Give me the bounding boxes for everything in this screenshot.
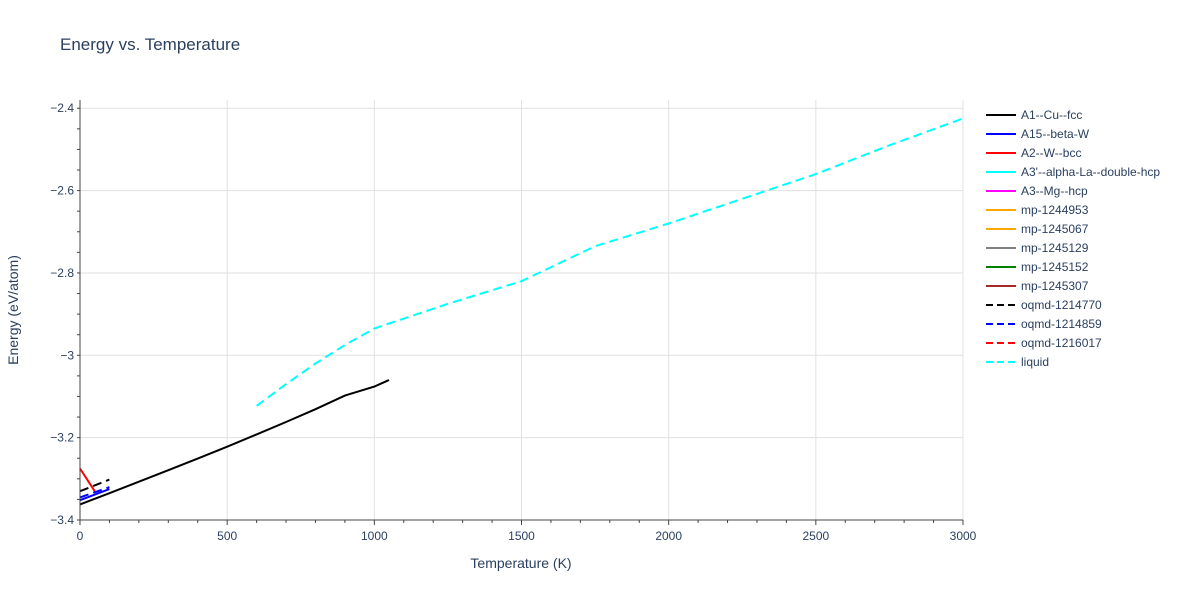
x-tick-labels: 0 500 1000 1500 2000 2500 3000 [77, 529, 977, 543]
y-tick-label: −3.4 [50, 513, 74, 527]
legend-label: oqmd-1214859 [1021, 317, 1102, 331]
legend-item[interactable]: mp-1245152 [986, 260, 1089, 274]
legend-item[interactable]: A1--Cu--fcc [986, 108, 1082, 122]
legend-item[interactable]: mp-1245129 [986, 241, 1089, 255]
legend-item[interactable]: oqmd-1216017 [986, 336, 1102, 350]
axes [77, 100, 964, 525]
x-tick-label: 1000 [361, 529, 388, 543]
legend-item[interactable]: A15--beta-W [986, 127, 1090, 141]
y-tick-label: −2.8 [50, 266, 74, 280]
series-line-liquid [256, 117, 964, 407]
legend-label: A2--W--bcc [1021, 146, 1081, 160]
legend-label: oqmd-1216017 [1021, 336, 1102, 350]
series-layer [79, 117, 964, 506]
legend-label: mp-1245129 [1021, 241, 1089, 255]
legend-label: A3--Mg--hcp [1021, 184, 1088, 198]
legend-label: mp-1245307 [1021, 279, 1089, 293]
legend-label: oqmd-1214770 [1021, 298, 1102, 312]
y-tick-label: −3 [60, 348, 74, 362]
x-tick-label: 2000 [655, 529, 682, 543]
y-axis-title: Energy (eV/atom) [5, 255, 21, 365]
legend[interactable]: A1--Cu--fcc A15--beta-W A2--W--bcc A3'--alp… [986, 108, 1160, 369]
legend-item[interactable]: A2--W--bcc [986, 146, 1081, 160]
legend-item[interactable]: A3--Mg--hcp [986, 184, 1088, 198]
series-line-oqmd-1214770 [79, 478, 110, 493]
legend-item[interactable]: mp-1244953 [986, 203, 1089, 217]
legend-item[interactable]: A3'--alpha-La--double-hcp [986, 165, 1160, 179]
legend-item[interactable]: liquid [986, 355, 1049, 369]
legend-item[interactable]: mp-1245307 [986, 279, 1089, 293]
x-tick-label: 2500 [802, 529, 829, 543]
series-line-a2-w-bcc [79, 467, 96, 492]
legend-label: A3'--alpha-La--double-hcp [1021, 165, 1160, 179]
legend-label: mp-1244953 [1021, 203, 1089, 217]
series-line-oqmd-1214859 [79, 486, 110, 499]
chart-title: Energy vs. Temperature [60, 35, 240, 54]
y-tick-label: −3.2 [50, 431, 74, 445]
legend-item[interactable]: mp-1245067 [986, 222, 1089, 236]
legend-label: liquid [1021, 355, 1049, 369]
series-line-a15-beta-w [79, 488, 110, 502]
x-tick-label: 0 [77, 529, 84, 543]
y-tick-label: −2.4 [50, 101, 74, 115]
series-line-a1-cu-fcc [79, 379, 390, 506]
x-axis-title: Temperature (K) [470, 555, 571, 571]
y-tick-labels: −3.4 −3.2 −3 −2.8 −2.6 −2.4 [50, 101, 74, 527]
legend-item[interactable]: oqmd-1214770 [986, 298, 1102, 312]
x-tick-label: 1500 [508, 529, 535, 543]
legend-label: mp-1245067 [1021, 222, 1089, 236]
y-tick-label: −2.6 [50, 184, 74, 198]
legend-label: A1--Cu--fcc [1021, 108, 1082, 122]
x-tick-label: 3000 [950, 529, 977, 543]
legend-label: mp-1245152 [1021, 260, 1089, 274]
x-tick-label: 500 [217, 529, 237, 543]
legend-label: A15--beta-W [1021, 127, 1090, 141]
legend-item[interactable]: oqmd-1214859 [986, 317, 1102, 331]
